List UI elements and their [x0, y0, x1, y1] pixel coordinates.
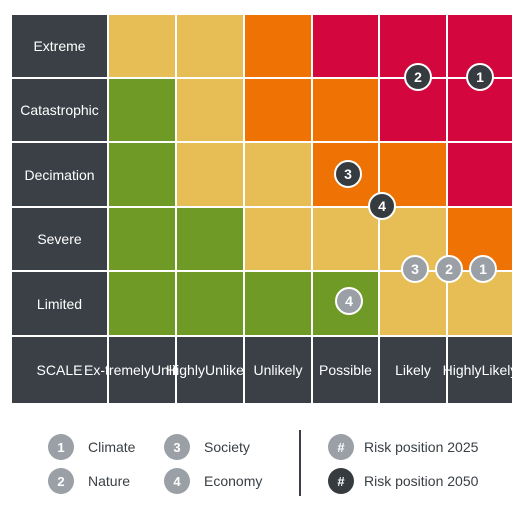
legend-marker: 1 [48, 434, 74, 460]
risk-cell [176, 14, 244, 78]
legend-label: Economy [204, 473, 263, 489]
legend-marker: 3 [164, 434, 190, 460]
risk-matrix: Extreme Catastrophic Decimation Severe Limit… [11, 14, 517, 404]
legend-label: Climate [88, 439, 136, 455]
column-label: Highly Unlikely [166, 336, 254, 404]
marker-2050: 2 [404, 63, 432, 91]
marker-2025: 2 [435, 255, 463, 283]
legend-marker: 4 [164, 468, 190, 494]
marker-2050: 4 [368, 192, 396, 220]
risk-cell [447, 142, 513, 207]
risk-cell [379, 207, 447, 271]
risk-cell [176, 207, 244, 271]
column-label: Highly Likely [443, 336, 517, 404]
legend-2025-marker: # [328, 434, 354, 460]
risk-cell [176, 271, 244, 336]
risk-cell [244, 14, 312, 78]
legend-label: Nature [88, 473, 131, 489]
marker-2025: 3 [401, 255, 429, 283]
legend-marker: 2 [48, 468, 74, 494]
risk-cell [312, 14, 379, 78]
row-label: Limited [11, 271, 108, 336]
row-label: Decimation [11, 142, 108, 207]
risk-cell [108, 207, 176, 271]
risk-cell [108, 14, 176, 78]
risk-cell [108, 271, 176, 336]
legend-divider [299, 430, 301, 496]
legend-2025-label: Risk position 2025 [364, 439, 479, 455]
risk-cell [244, 78, 312, 142]
column-label: Likely [379, 336, 447, 404]
column-label: Unlikely [244, 336, 312, 404]
legend-2050-label: Risk position 2050 [364, 473, 479, 489]
column-label: Ex-tremelyUnlikely [84, 336, 200, 404]
risk-cell [108, 142, 176, 207]
risk-cell [176, 142, 244, 207]
risk-cell [176, 78, 244, 142]
risk-cell [447, 78, 513, 142]
legend-2050-marker: # [328, 468, 354, 494]
scale-label: SCALE [11, 336, 108, 404]
risk-cell [244, 207, 312, 271]
marker-2025: 1 [469, 255, 497, 283]
row-label: Catastrophic [11, 78, 108, 142]
legend-label: Society [204, 439, 250, 455]
row-label: Extreme [11, 14, 108, 78]
marker-2025: 4 [335, 287, 363, 315]
risk-cell [312, 207, 379, 271]
marker-2050: 1 [466, 63, 494, 91]
row-label: Severe [11, 207, 108, 271]
risk-cell [244, 142, 312, 207]
column-label: Possible [312, 336, 379, 404]
risk-cell [108, 78, 176, 142]
risk-cell [312, 78, 379, 142]
risk-cell [244, 271, 312, 336]
legend: 1 Climate 2 Nature 3 Society 4 Economy #… [0, 430, 518, 506]
marker-2050: 3 [334, 160, 362, 188]
